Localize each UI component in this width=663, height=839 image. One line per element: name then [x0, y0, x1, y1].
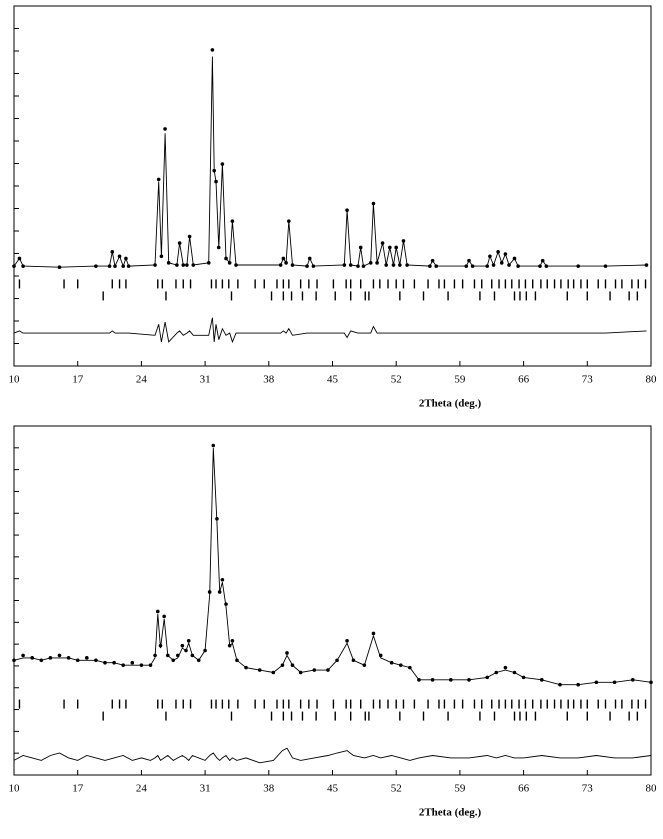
calculated-line [13, 447, 652, 686]
observed-point [186, 638, 191, 643]
x-axis-title: 2Theta (deg.) [419, 398, 482, 410]
observed-point [503, 665, 508, 670]
observed-point [210, 48, 215, 52]
x-tick-label: 10 [9, 374, 21, 386]
calculated-line [13, 56, 647, 268]
x-tick-label: 38 [263, 374, 275, 386]
x-tick-label: 52 [391, 783, 402, 795]
observed-point [371, 631, 376, 636]
observed-point [57, 653, 62, 658]
observed-point [159, 254, 164, 259]
observed-point [163, 127, 167, 131]
x-tick-label: 59 [454, 374, 466, 386]
x-tick-label: 59 [454, 783, 466, 795]
x-axis-title: 2Theta (deg.) [419, 807, 482, 819]
observed-point [130, 660, 135, 665]
x-tick-label: 17 [72, 374, 84, 386]
x-tick-label: 24 [136, 783, 148, 795]
chart-panel: 10 17 24 31 38 45 52 59 66 73 80 2Theta (deg.) [9, 425, 658, 819]
difference-line [13, 317, 647, 344]
x-tick-label: 80 [646, 374, 658, 386]
observed-point [155, 609, 160, 614]
observed-point [162, 614, 166, 619]
observed-point [371, 201, 376, 206]
x-tick-label: 17 [72, 783, 84, 795]
observed-point [156, 177, 161, 182]
x-tick-label: 45 [327, 783, 339, 795]
x-tick-label: 73 [582, 374, 594, 386]
observed-point [345, 638, 349, 643]
x-tick-label: 66 [518, 783, 530, 795]
x-tick-label: 73 [582, 783, 594, 795]
x-tick-label: 38 [263, 783, 275, 795]
x-tick-label: 80 [646, 783, 658, 795]
observed-point [85, 656, 89, 660]
plot-frame [13, 5, 652, 367]
observed-point [211, 443, 216, 448]
plot-frame [13, 425, 652, 776]
x-tick-label: 45 [327, 374, 339, 386]
chart-panel: 10 17 24 31 38 45 52 59 66 73 80 2Theta (deg.) [9, 5, 658, 410]
x-tick-label: 24 [136, 374, 148, 386]
difference-line [13, 747, 652, 764]
observed-point [21, 653, 25, 658]
x-tick-label: 10 [9, 783, 21, 795]
x-tick-label: 31 [200, 783, 211, 795]
observed-point [230, 638, 235, 643]
x-tick-label: 66 [518, 374, 530, 386]
x-tick-label: 31 [200, 374, 211, 386]
observed-point [180, 643, 185, 648]
x-tick-label: 52 [391, 374, 402, 386]
observed-point [285, 651, 289, 655]
observed-point [220, 577, 225, 582]
